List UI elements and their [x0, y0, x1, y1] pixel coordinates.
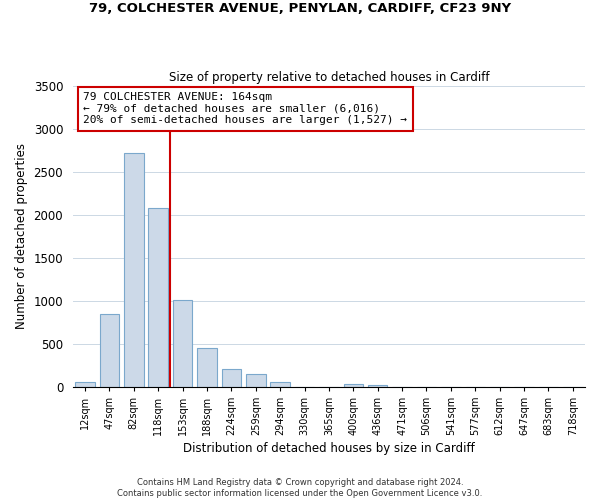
Text: 79, COLCHESTER AVENUE, PENYLAN, CARDIFF, CF23 9NY: 79, COLCHESTER AVENUE, PENYLAN, CARDIFF,…: [89, 2, 511, 16]
Bar: [246, 374, 266, 386]
Bar: [271, 382, 290, 386]
Bar: [148, 208, 168, 386]
Title: Size of property relative to detached houses in Cardiff: Size of property relative to detached ho…: [169, 70, 489, 84]
Bar: [124, 153, 143, 386]
Text: Contains HM Land Registry data © Crown copyright and database right 2024.
Contai: Contains HM Land Registry data © Crown c…: [118, 478, 482, 498]
Bar: [100, 314, 119, 386]
Y-axis label: Number of detached properties: Number of detached properties: [15, 144, 28, 330]
Bar: [173, 300, 193, 386]
Bar: [76, 382, 95, 386]
Bar: [344, 384, 363, 386]
Bar: [197, 348, 217, 387]
Bar: [368, 385, 388, 386]
Text: 79 COLCHESTER AVENUE: 164sqm
← 79% of detached houses are smaller (6,016)
20% of: 79 COLCHESTER AVENUE: 164sqm ← 79% of de…: [83, 92, 407, 126]
X-axis label: Distribution of detached houses by size in Cardiff: Distribution of detached houses by size …: [183, 442, 475, 455]
Bar: [221, 370, 241, 386]
